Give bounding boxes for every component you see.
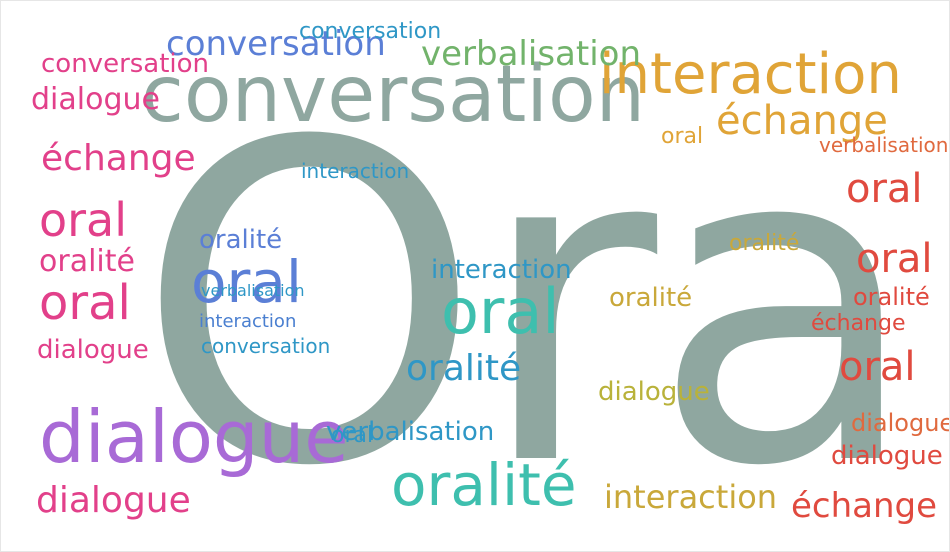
word: oral: [39, 275, 131, 331]
word: dialogue: [831, 441, 943, 471]
word: dialogue: [36, 480, 191, 521]
word: verbalisation: [326, 417, 495, 447]
word: oralité: [406, 348, 522, 389]
word: conversation: [201, 334, 331, 358]
word: oral: [856, 236, 933, 282]
word: oral: [39, 193, 128, 247]
word: échange: [41, 138, 196, 179]
word: oral: [846, 166, 923, 212]
word: dialogue: [598, 377, 710, 407]
word: conversation: [41, 49, 210, 79]
word: oral: [441, 275, 560, 348]
word: oralité: [199, 225, 283, 255]
word: oralité: [391, 451, 577, 519]
word: verbalisation: [421, 34, 642, 74]
word: interaction: [599, 42, 902, 107]
word: oral: [331, 423, 374, 448]
word: interaction: [301, 159, 410, 183]
word: oralité: [729, 231, 800, 256]
word: interaction: [199, 311, 297, 332]
word: dialogue: [31, 82, 160, 117]
word: conversation: [166, 24, 386, 64]
word: verbalisation: [201, 281, 305, 300]
word: oralité: [609, 283, 693, 313]
word: oral: [191, 248, 302, 316]
word: conversation: [299, 19, 442, 44]
word: verbalisation: [819, 133, 949, 157]
word: oral: [661, 124, 704, 149]
word: échange: [811, 311, 906, 336]
word: oral: [839, 344, 916, 390]
word: échange: [791, 486, 938, 526]
word: dialogue: [851, 409, 950, 437]
word: conversation: [141, 50, 646, 140]
word: Oral: [136, 50, 950, 552]
word: interaction: [431, 255, 572, 285]
word: échange: [716, 98, 888, 144]
word: oralité: [39, 244, 135, 279]
word: dialogue: [39, 395, 349, 479]
word: dialogue: [37, 335, 149, 365]
word: oralité: [853, 283, 930, 311]
word: interaction: [604, 478, 778, 516]
